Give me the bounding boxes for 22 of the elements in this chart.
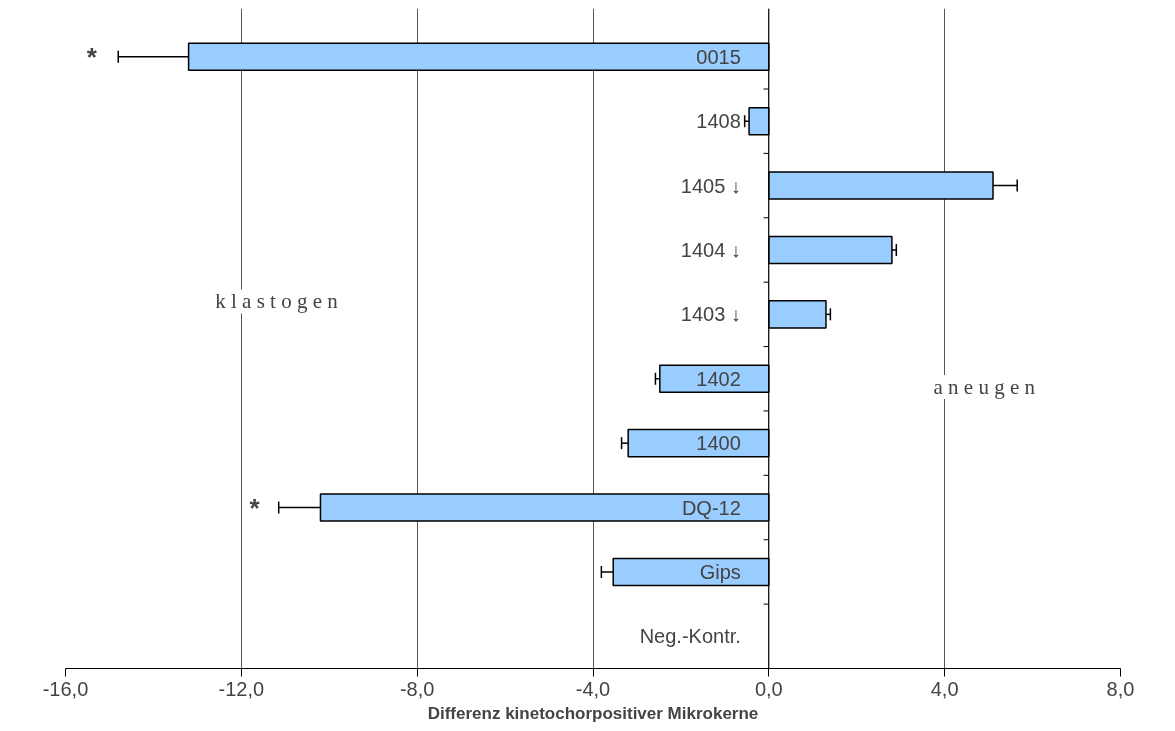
y-tick-label: 1408: [696, 110, 741, 133]
y-tick-label: 1403 ↓: [680, 303, 741, 326]
annotation: *: [86, 41, 98, 72]
y-tick-label: DQ-12: [681, 496, 741, 519]
x-tick-label: 4,0: [930, 677, 959, 700]
x-tick-label: -4,0: [575, 677, 611, 700]
x-tick-label: 8,0: [1106, 677, 1135, 700]
annotation: a n e u g e n: [933, 375, 1036, 400]
y-tick-label: Gips: [699, 560, 741, 583]
x-tick-label: -16,0: [42, 677, 89, 700]
y-tick-label: 1400: [696, 432, 741, 455]
x-tick-label: -12,0: [218, 677, 265, 700]
y-tick-label: 1402: [696, 367, 741, 390]
y-tick-label: 1404 ↓: [680, 238, 741, 261]
x-tick-label: 0,0: [754, 677, 783, 700]
y-tick-label: 0015: [696, 45, 741, 68]
x-tick-label: -8,0: [399, 677, 435, 700]
x-axis-title: Differenz kinetochorpositiver Mikrokerne: [427, 703, 759, 723]
annotation: k l a s t o g e n: [215, 289, 339, 314]
y-tick-label: Neg.-Kontr.: [639, 625, 741, 648]
annotation: *: [249, 492, 261, 523]
y-tick-label: 1405 ↓: [680, 174, 741, 197]
